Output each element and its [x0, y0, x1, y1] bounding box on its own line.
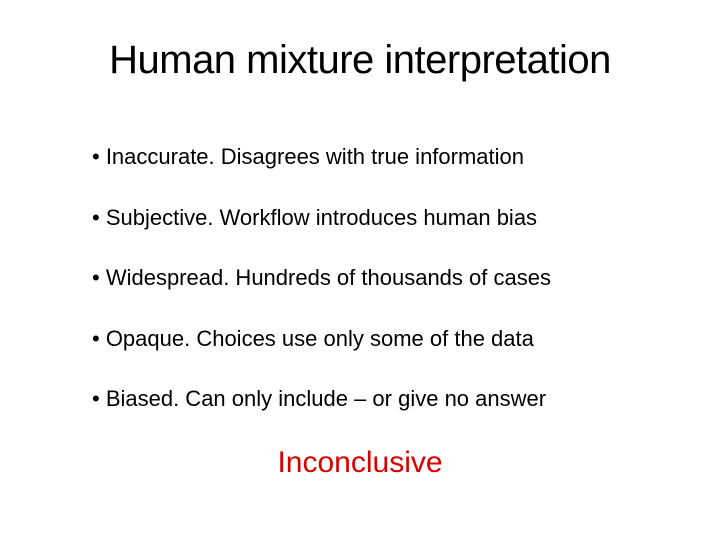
conclusion-text: Inconclusive: [50, 446, 670, 480]
bullet-item: • Subjective. Workflow introduces human …: [92, 204, 670, 233]
bullet-list: • Inaccurate. Disagrees with true inform…: [50, 143, 670, 414]
bullet-item: • Widespread. Hundreds of thousands of c…: [92, 264, 670, 293]
slide-title: Human mixture interpretation: [50, 38, 670, 83]
slide-container: Human mixture interpretation • Inaccurat…: [0, 0, 720, 540]
bullet-item: • Biased. Can only include – or give no …: [92, 385, 670, 414]
bullet-item: • Opaque. Choices use only some of the d…: [92, 325, 670, 354]
bullet-item: • Inaccurate. Disagrees with true inform…: [92, 143, 670, 172]
